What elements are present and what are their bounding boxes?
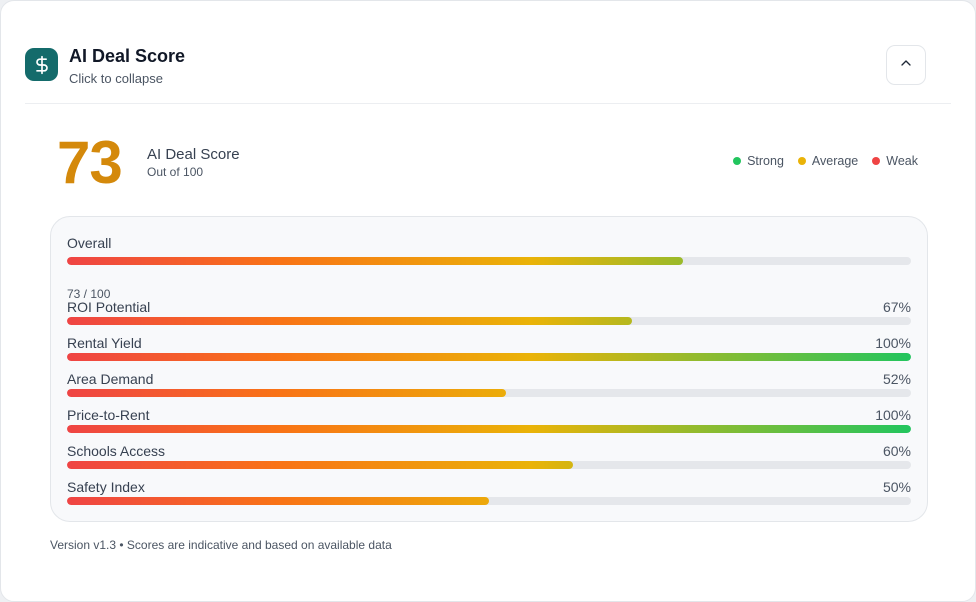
overall-label: Overall bbox=[67, 235, 112, 251]
metric-label: Price-to-Rent bbox=[67, 407, 150, 423]
metric-track bbox=[67, 497, 911, 505]
legend-dot bbox=[872, 157, 881, 165]
metric-track bbox=[67, 317, 911, 325]
legend-label: Average bbox=[811, 154, 859, 168]
legend-label: Weak bbox=[886, 154, 918, 168]
overall-value: 73 / 100 bbox=[67, 287, 111, 301]
metric-row-roi-potential: ROI Potential 67% bbox=[67, 299, 911, 329]
collapse-hint[interactable]: Click to collapse bbox=[69, 71, 163, 86]
card-header[interactable] bbox=[25, 1, 951, 104]
metric-value: 60% bbox=[882, 443, 911, 459]
dollar-sign-icon bbox=[25, 48, 58, 81]
metric-track bbox=[67, 389, 911, 397]
card-title: AI Deal Score bbox=[69, 46, 186, 66]
overall-fill bbox=[67, 257, 684, 265]
score-label: AI Deal Score bbox=[147, 146, 240, 163]
metric-label: ROI Potential bbox=[67, 299, 151, 315]
metric-fill bbox=[67, 353, 911, 361]
metric-row-price-to-rent: Price-to-Rent 100% bbox=[67, 407, 911, 437]
overall-track bbox=[67, 257, 911, 265]
metric-row-schools-access: Schools Access 60% bbox=[67, 443, 911, 473]
collapse-button[interactable] bbox=[886, 45, 926, 85]
metric-row-area-demand: Area Demand 52% bbox=[67, 371, 911, 401]
legend-label: Strong bbox=[747, 154, 784, 168]
metric-track bbox=[67, 461, 911, 469]
metric-value: 100% bbox=[875, 407, 911, 423]
metric-track bbox=[67, 353, 911, 361]
overall-row: Overall 73 / 100 bbox=[67, 235, 911, 301]
legend-dot bbox=[733, 157, 742, 165]
chevron-up-icon bbox=[898, 55, 914, 76]
metric-label: Schools Access bbox=[67, 443, 166, 459]
score-value: 73 bbox=[57, 129, 123, 196]
metric-row-rental-yield: Rental Yield 100% bbox=[67, 335, 911, 365]
version-footer: Version v1.3 • Scores are indicative and… bbox=[50, 538, 392, 552]
metric-fill bbox=[67, 497, 489, 505]
metric-fill bbox=[67, 461, 574, 469]
score-sublabel: Out of 100 bbox=[147, 165, 204, 179]
metric-value: 67% bbox=[882, 299, 911, 315]
metric-label: Safety Index bbox=[67, 479, 145, 495]
legend-dot bbox=[797, 157, 806, 165]
score-legend: Strong Average Weak bbox=[733, 154, 918, 168]
metric-label: Rental Yield bbox=[67, 335, 142, 351]
metric-row-safety-index: Safety Index 50% bbox=[67, 479, 911, 509]
metric-value: 52% bbox=[882, 371, 911, 387]
metric-label: Area Demand bbox=[67, 371, 154, 387]
legend-item-average: Average bbox=[797, 154, 859, 168]
legend-item-weak: Weak bbox=[872, 154, 918, 168]
metric-value: 100% bbox=[875, 335, 911, 351]
metric-fill bbox=[67, 425, 911, 433]
metric-track bbox=[67, 425, 911, 433]
metric-value: 50% bbox=[882, 479, 911, 495]
metric-fill bbox=[67, 389, 506, 397]
metrics-panel: Overall 73 / 100 ROI Potential 67% Renta… bbox=[50, 216, 928, 522]
legend-item-strong: Strong bbox=[733, 154, 784, 168]
metric-fill bbox=[67, 317, 633, 325]
